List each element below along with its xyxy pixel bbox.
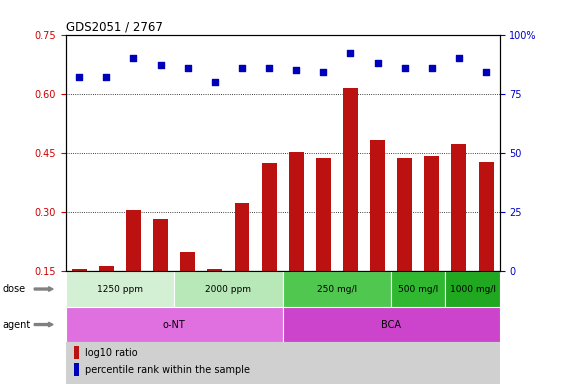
Point	[455, 55, 464, 61]
Point	[427, 65, 436, 71]
Point	[129, 55, 138, 61]
Text: dose: dose	[3, 284, 26, 294]
Text: 500 mg/l: 500 mg/l	[398, 285, 439, 293]
Bar	[262, 163, 276, 331]
Point	[319, 70, 328, 76]
Point	[238, 65, 247, 71]
Bar	[283, 271, 391, 307]
Text: GDS2051 / 2767: GDS2051 / 2767	[66, 20, 163, 33]
Bar	[74, 363, 79, 376]
Point	[292, 67, 301, 73]
Bar	[126, 210, 141, 331]
Bar	[207, 268, 222, 331]
Bar	[445, 271, 500, 307]
Text: 250 mg/l: 250 mg/l	[317, 285, 357, 293]
Bar	[174, 271, 283, 307]
Bar	[391, 271, 445, 307]
Bar	[289, 152, 304, 331]
Bar	[74, 346, 79, 359]
Text: agent: agent	[3, 319, 31, 329]
Bar	[343, 88, 358, 331]
Point	[183, 65, 192, 71]
Point	[373, 60, 382, 66]
Text: 1000 mg/l: 1000 mg/l	[449, 285, 496, 293]
Bar	[478, 162, 493, 331]
Text: BCA: BCA	[381, 319, 401, 329]
Point	[481, 70, 490, 76]
Point	[102, 74, 111, 80]
Point	[156, 62, 165, 68]
Bar	[66, 271, 174, 307]
Bar	[66, 271, 500, 384]
Bar	[180, 252, 195, 331]
Text: 1250 ppm: 1250 ppm	[97, 285, 143, 293]
Bar	[316, 158, 331, 331]
Text: 2000 ppm: 2000 ppm	[206, 285, 251, 293]
Bar	[370, 140, 385, 331]
Text: percentile rank within the sample: percentile rank within the sample	[85, 365, 250, 375]
Point	[210, 79, 219, 85]
Bar	[235, 204, 250, 331]
Bar	[424, 156, 439, 331]
Point	[346, 50, 355, 56]
Point	[400, 65, 409, 71]
Bar	[153, 219, 168, 331]
Bar	[72, 268, 87, 331]
Text: log10 ratio: log10 ratio	[85, 348, 138, 358]
Bar	[452, 144, 467, 331]
Bar	[66, 307, 283, 342]
Text: o-NT: o-NT	[163, 319, 186, 329]
Point	[75, 74, 84, 80]
Bar	[99, 266, 114, 331]
Bar	[283, 307, 500, 342]
Bar	[397, 158, 412, 331]
Point	[264, 65, 274, 71]
